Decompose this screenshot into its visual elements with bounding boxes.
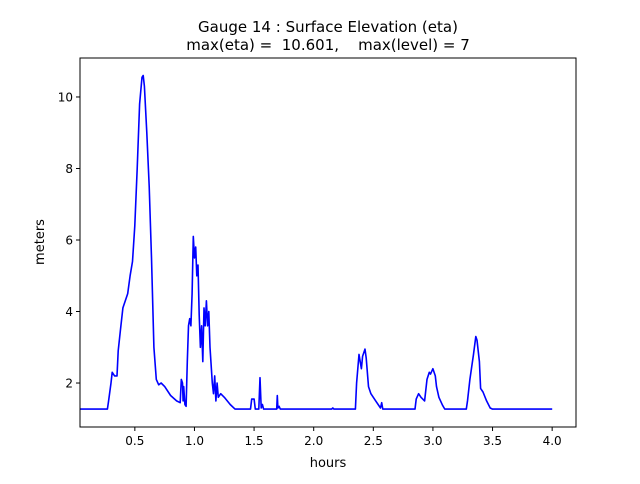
y-tick-label: 6 xyxy=(65,233,73,247)
x-tick-label: 2.0 xyxy=(304,434,323,448)
x-axis-label: hours xyxy=(310,456,347,471)
x-tick-label: 1.5 xyxy=(245,434,264,448)
x-tick-label: 4.0 xyxy=(543,434,562,448)
x-tick-label: 3.0 xyxy=(423,434,442,448)
y-tick-label: 10 xyxy=(58,90,73,104)
y-axis: 2 4 6 8 10 xyxy=(58,90,80,391)
y-tick-label: 4 xyxy=(65,305,73,319)
x-tick-label: 3.5 xyxy=(483,434,502,448)
x-axis: 0.5 1.0 1.5 2.0 2.5 3.0 3.5 4.0 xyxy=(125,427,562,448)
y-tick-label: 2 xyxy=(65,377,73,391)
x-tick-label: 1.0 xyxy=(185,434,204,448)
plot-area xyxy=(80,74,553,410)
series-line-eta xyxy=(80,74,553,410)
chart-subtitle: max(eta) = 10.601, max(level) = 7 xyxy=(186,36,470,54)
x-tick-label: 0.5 xyxy=(125,434,144,448)
axes-frame xyxy=(79,57,577,428)
y-axis-label: meters xyxy=(33,219,48,265)
chart-title: Gauge 14 : Surface Elevation (eta) xyxy=(198,18,458,36)
y-tick-label: 8 xyxy=(65,162,73,176)
x-tick-label: 2.5 xyxy=(364,434,383,448)
